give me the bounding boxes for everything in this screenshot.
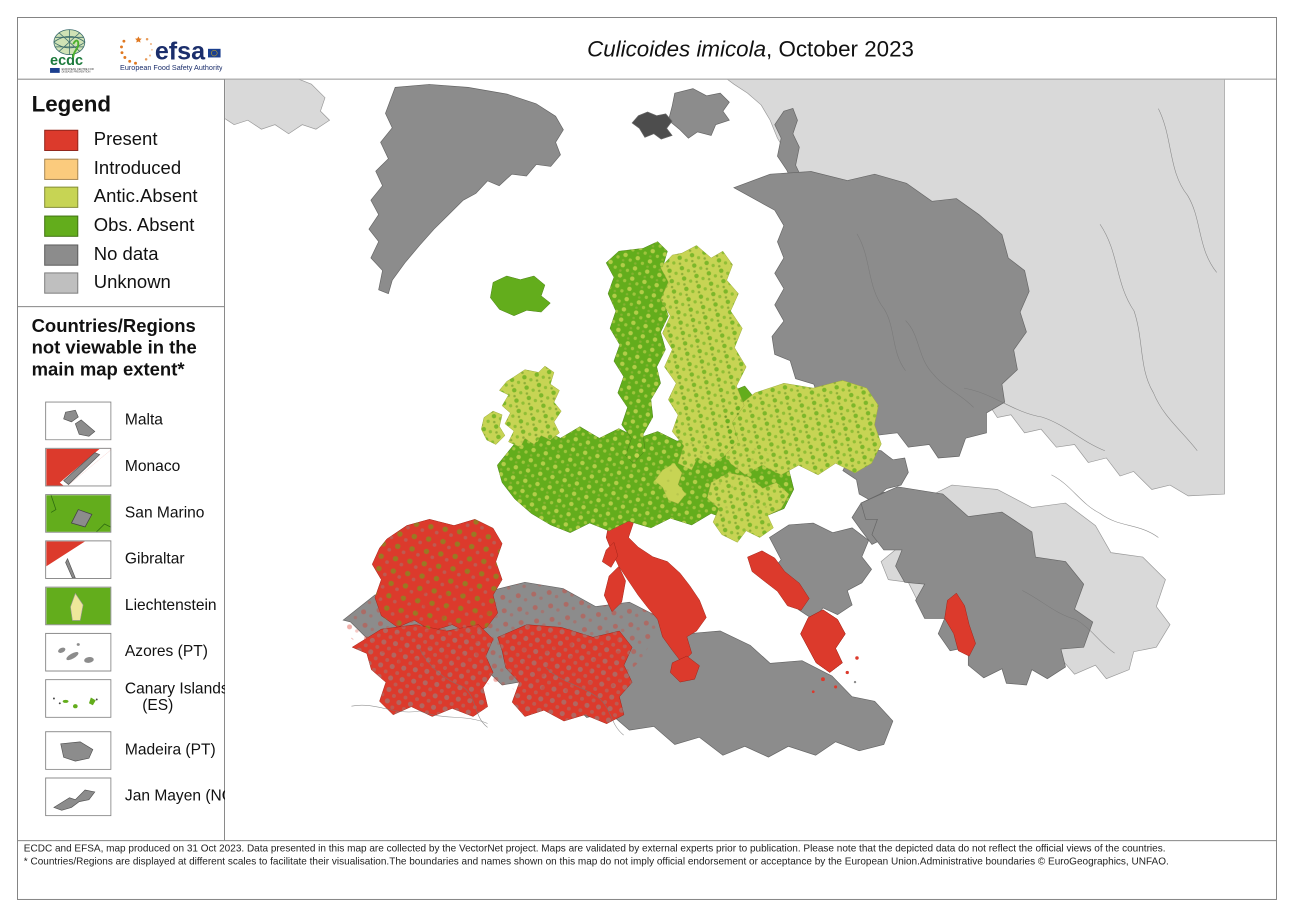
- svg-text:DISEASE PREVENTION: DISEASE PREVENTION: [62, 69, 91, 73]
- svg-text:efsa: efsa: [154, 37, 205, 65]
- svg-text:European Food Safety Authority: European Food Safety Authority: [120, 63, 222, 72]
- svg-text:ecdc: ecdc: [50, 53, 83, 69]
